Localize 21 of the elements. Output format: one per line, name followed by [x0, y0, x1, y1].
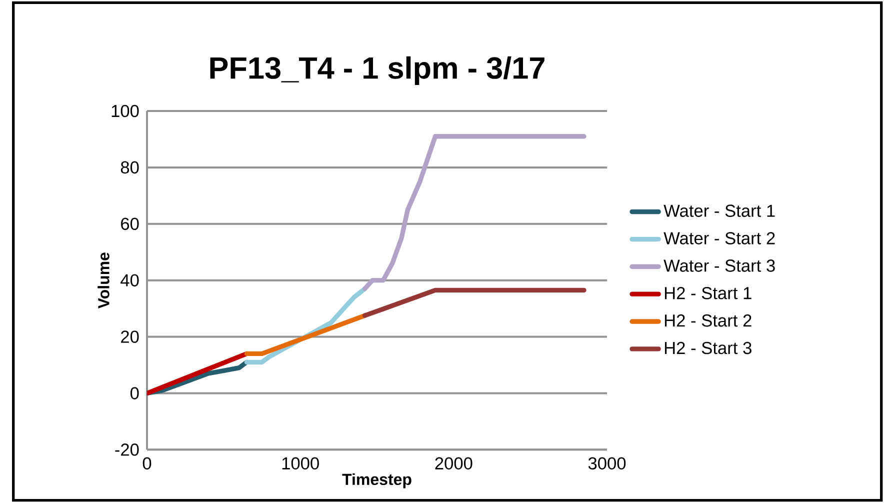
y-tick-label: 60 [121, 218, 139, 230]
y-tick-label: 100 [112, 104, 139, 118]
legend-label: H2 - Start 3 [664, 342, 752, 354]
line-series [362, 134, 586, 292]
y-axis-title: Volume [98, 252, 110, 309]
x-tick-label: 3000 [588, 457, 626, 470]
chart-title: PF13_T4 - 1 slpm - 3/17 [210, 56, 544, 85]
y-tick-label: 0 [130, 387, 139, 400]
legend-label: Water - Start 1 [664, 204, 775, 217]
legend-label: Water - Start 3 [664, 260, 775, 272]
x-axis-title: Timestep [342, 473, 412, 488]
x-tick-label: 2000 [435, 457, 472, 470]
legend-label: H2 - Start 1 [664, 286, 752, 300]
y-tick-label: 40 [120, 274, 139, 286]
legend-label: H2 - Start 2 [664, 314, 752, 327]
y-tick-label: 20 [121, 330, 139, 343]
legend-label: Water - Start 2 [664, 232, 775, 244]
y-tick-label: -20 [115, 444, 139, 456]
y-tick-label: 80 [120, 161, 139, 174]
x-tick-label: 1000 [282, 457, 319, 470]
x-tick-label: 0 [142, 457, 152, 470]
